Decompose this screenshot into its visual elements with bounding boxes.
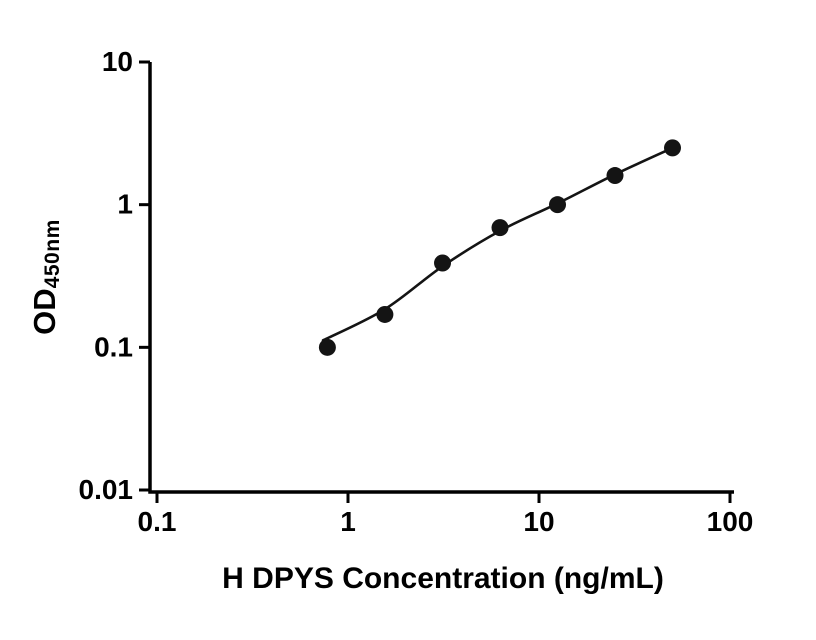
y-tick-label: 0.1 (94, 331, 133, 362)
data-point (549, 196, 567, 214)
y-axis-label: OD450nm (27, 219, 65, 335)
axis-spines (148, 62, 734, 494)
y-axis-label-main: OD (27, 288, 63, 335)
data-point (376, 305, 394, 323)
y-tick-label: 10 (102, 46, 133, 77)
x-tick-label: 1 (340, 506, 356, 537)
x-tick-label: 10 (523, 506, 554, 537)
data-point (318, 338, 336, 356)
y-axis-label-subscript: 450nm (40, 219, 64, 289)
x-tick-label: 100 (707, 506, 754, 537)
data-point (491, 219, 509, 237)
y-tick-label: 0.01 (79, 474, 134, 505)
data-point (434, 254, 452, 272)
data-point (606, 167, 624, 185)
data-point (664, 139, 682, 157)
x-axis-label: H DPYS Concentration (ng/mL) (222, 562, 664, 595)
x-tick-label: 0.1 (138, 506, 177, 537)
y-tick-label: 1 (117, 189, 133, 220)
